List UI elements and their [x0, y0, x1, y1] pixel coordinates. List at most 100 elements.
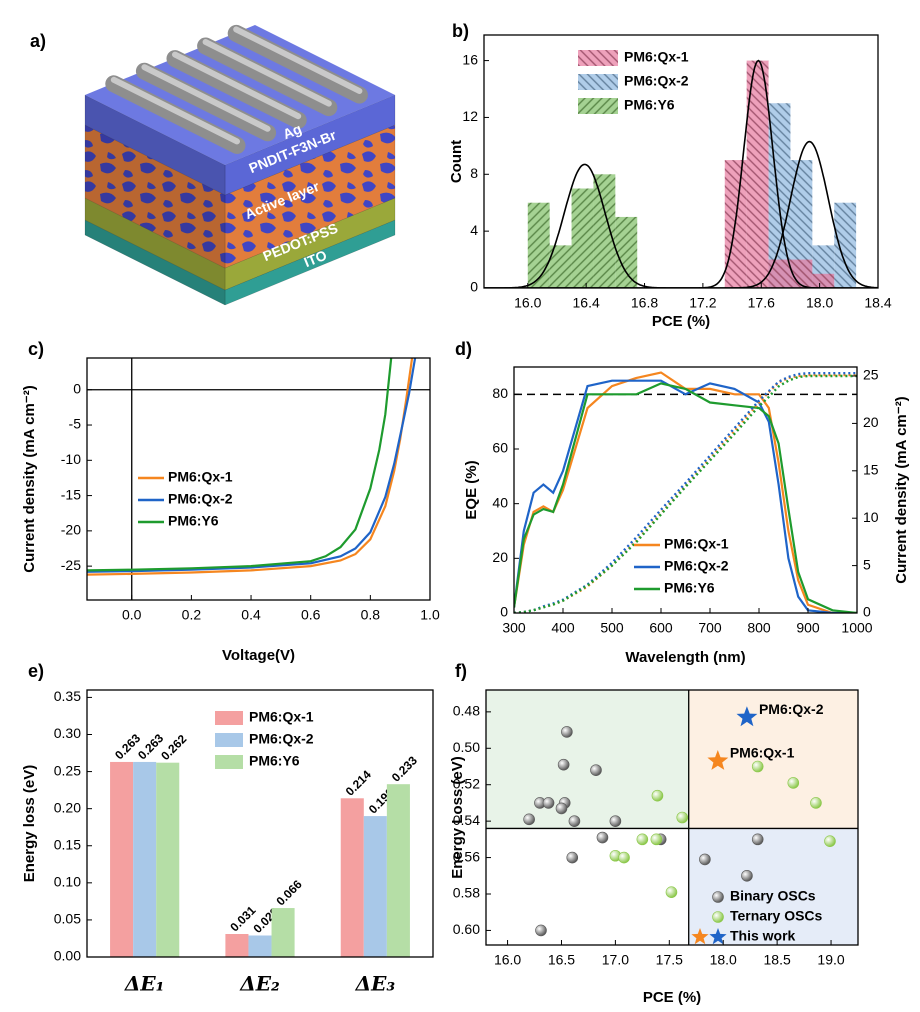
legend-label: Binary OSCs — [730, 888, 816, 904]
y2-tick-label: 25 — [863, 367, 879, 383]
scatter-point — [557, 758, 570, 771]
data-line — [87, 358, 417, 573]
histogram-bar — [812, 273, 835, 288]
histogram-bar — [790, 160, 813, 288]
y-tick-label: 0.56 — [453, 848, 480, 864]
y-tick-label: 40 — [492, 494, 508, 510]
legend-label: Ternary OSCs — [730, 908, 823, 924]
y-tick-label: -20 — [61, 522, 81, 538]
y-tick-label: 0.54 — [453, 812, 480, 828]
x-tick-label: 16.8 — [631, 295, 658, 311]
y-axis-label: Current density (mA cm⁻²) — [21, 385, 38, 572]
scatter-point — [618, 851, 630, 864]
y-tick-label: 0.05 — [54, 911, 81, 927]
x-axis-label: PCE (%) — [643, 989, 701, 1006]
scatter-point — [566, 851, 579, 864]
legend-swatch — [691, 928, 709, 945]
ag-electrode — [227, 24, 368, 104]
bar — [363, 816, 387, 957]
y-tick-label: 80 — [492, 385, 508, 401]
y-axis-label: Energy Loss (eV) — [449, 756, 466, 879]
star-point — [736, 706, 758, 727]
y-tick-label: 8 — [470, 165, 478, 181]
x-axis-label: Voltage(V) — [222, 647, 295, 664]
x-axis-label: PCE (%) — [652, 313, 710, 330]
bar — [340, 798, 364, 957]
plot-area — [484, 59, 878, 288]
layer-shade — [85, 95, 225, 195]
ag-electrode — [166, 50, 307, 129]
scatter-point — [810, 797, 822, 809]
histogram-bar — [834, 202, 857, 288]
legend-swatch — [215, 755, 243, 769]
x-tick-label: 16.4 — [573, 295, 600, 311]
scatter-point — [596, 831, 609, 844]
y-tick-label: 0.30 — [54, 725, 81, 741]
x-tick-label: 1.0 — [420, 607, 440, 623]
category-label: ΔE₃ — [355, 972, 396, 996]
x-tick-label: 16.0 — [494, 952, 521, 968]
scatter-point — [787, 777, 800, 789]
layer-left-face — [84, 124, 226, 269]
y-tick-label: 4 — [470, 222, 478, 238]
x-tick-label: 16.5 — [548, 952, 575, 968]
legend-label: PM6:Qx-2 — [249, 731, 314, 747]
legend-label: PM6:Qx-1 — [168, 469, 233, 485]
scatter-point — [665, 886, 678, 898]
y2-tick-label: 20 — [863, 414, 879, 430]
x-tick-label: 400 — [551, 620, 575, 636]
y-tick-label: 0.15 — [54, 836, 81, 852]
histogram-bar — [549, 245, 572, 288]
fit-curve — [484, 163, 878, 288]
layer-left-face — [84, 197, 226, 291]
x-tick-label: 0.2 — [182, 607, 202, 623]
histogram-bar — [790, 259, 813, 288]
legend-label: PM6:Y6 — [168, 513, 219, 529]
scatter-point — [751, 760, 764, 773]
integrated-curve — [514, 374, 857, 613]
ag-highlight — [141, 64, 271, 132]
y-axis-label: Energy loss (eV) — [21, 765, 38, 883]
legend-swatch — [215, 711, 243, 725]
x-tick-label: 600 — [649, 620, 673, 636]
legend-label: PM6:Y6 — [624, 97, 675, 113]
panel-label: b) — [452, 21, 469, 41]
x-tick-label: 17.5 — [656, 952, 683, 968]
y2-tick-label: 15 — [863, 462, 879, 478]
plot-area — [486, 690, 858, 945]
legend-swatch — [578, 98, 618, 114]
y-tick-label: 0 — [470, 279, 478, 295]
ag-electrode — [197, 37, 338, 117]
legend-label: PM6:Y6 — [249, 753, 300, 769]
scatter-point — [609, 815, 622, 827]
scatter-point — [651, 789, 664, 802]
layer-shade — [85, 125, 225, 268]
y-tick-label: 0.52 — [453, 775, 480, 791]
x-tick-label: 0.4 — [241, 607, 261, 623]
histogram-bar — [768, 259, 791, 288]
y-tick-label: -15 — [61, 486, 81, 502]
legend-swatch — [712, 911, 724, 923]
y-tick-label: 0.20 — [54, 799, 81, 815]
panel-label: e) — [28, 661, 44, 681]
axes-frame — [513, 366, 858, 614]
y-tick-label: 0.25 — [54, 762, 81, 778]
legend-swatch — [578, 74, 618, 90]
x-tick-label: 17.0 — [602, 952, 629, 968]
x-tick-label: 0.8 — [361, 607, 381, 623]
quadrant — [486, 690, 689, 829]
plot-area — [87, 358, 430, 600]
axes-frame — [483, 34, 879, 289]
legend-label: PM6:Qx-1 — [664, 536, 729, 552]
value-label: 0.214 — [343, 767, 374, 798]
scatter-point — [824, 835, 836, 847]
ag-highlight — [233, 26, 363, 94]
point-label: PM6:Qx-1 — [730, 745, 795, 761]
bar — [225, 934, 249, 957]
y-tick-label: 0.00 — [54, 948, 81, 964]
scatter-point — [523, 813, 535, 826]
legend-swatch — [578, 50, 618, 66]
histogram-bar — [746, 60, 769, 288]
x-tick-label: 900 — [796, 620, 820, 636]
